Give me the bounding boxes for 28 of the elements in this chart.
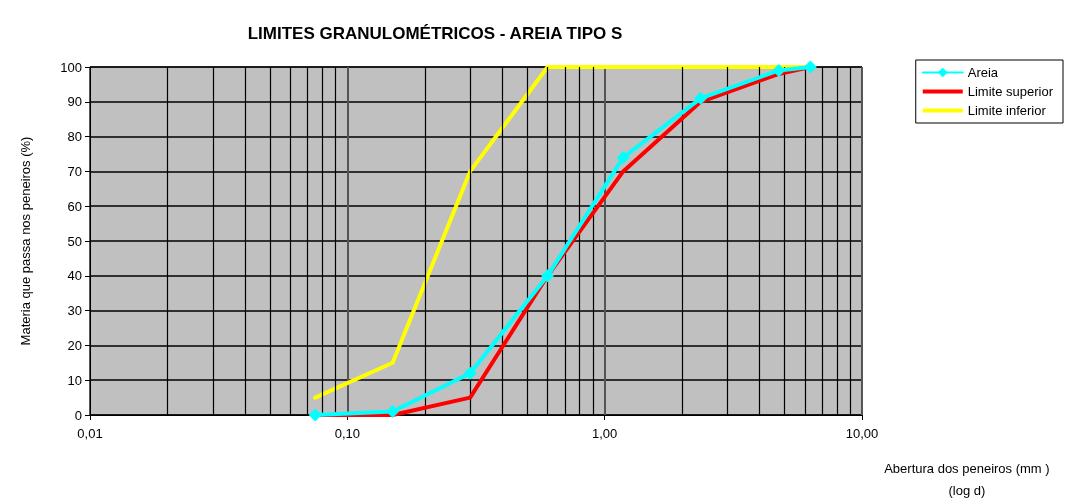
point [616, 150, 630, 164]
x-axis-title: Abertura dos peneiros (mm ) (log d) [884, 460, 1050, 498]
point [308, 408, 322, 422]
point [694, 91, 708, 105]
point [386, 405, 400, 419]
x-tick-label: 1,00 [592, 426, 618, 441]
y-tick-label: 70 [67, 163, 82, 179]
y-tick-label: 30 [67, 303, 82, 319]
y-tick-label: 10 [67, 372, 82, 388]
x-tick-label: 0,01 [77, 426, 103, 441]
x-tick-label: 0,10 [334, 426, 360, 441]
legend-label: Limite inferior [967, 103, 1047, 118]
y-tick-label: 40 [67, 268, 82, 284]
chart-title: LIMITES GRANULOMÉTRICOS - AREIA TIPO S [247, 24, 623, 43]
point [541, 269, 555, 283]
legend-label: Areia [967, 65, 999, 80]
y-tick-label: 0 [74, 407, 82, 423]
point [463, 366, 477, 380]
point [772, 63, 786, 77]
y-tick-label: 80 [67, 129, 82, 145]
legend-label: Limite superior [967, 84, 1054, 99]
y-axis-title: Materia que passa nos peneiros (%) [18, 136, 33, 346]
y-tick-label: 100 [60, 59, 82, 75]
x-tick-label: 10,00 [845, 426, 879, 441]
y-tick-label: 90 [67, 94, 82, 110]
y-tick-label: 50 [67, 233, 82, 249]
y-tick-label: 20 [67, 337, 82, 353]
y-tick-label: 60 [67, 198, 82, 214]
